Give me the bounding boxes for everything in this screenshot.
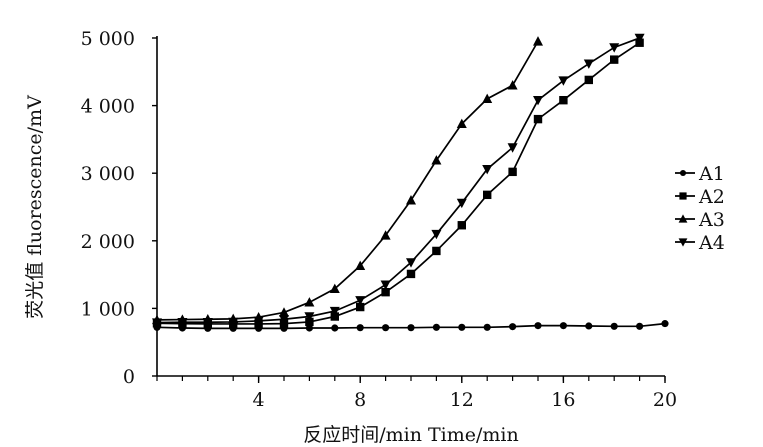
data-point-a4 [380, 280, 391, 290]
data-point-a2 [330, 312, 339, 321]
data-point-a1 [382, 324, 390, 332]
data-point-a1 [661, 320, 669, 328]
data-point-a2 [533, 114, 543, 124]
x-tick-label: 4 [253, 389, 265, 411]
y-tick-label: 2 000 [81, 231, 135, 253]
data-point-a1 [610, 322, 618, 330]
tick-labels: 0 1 000 2 000 3 000 4 000 5 000 4 8 12 16 20 [81, 28, 678, 411]
x-tick-label: 16 [551, 389, 575, 411]
data-point-a3 [431, 155, 442, 165]
legend-marker [678, 238, 688, 247]
data-point-a2 [432, 246, 441, 256]
data-point-a4 [279, 315, 289, 325]
x-tick-label: 8 [354, 389, 366, 411]
series-a3 [152, 36, 543, 325]
data-point-a2 [406, 269, 416, 279]
data-point-a1 [585, 322, 593, 330]
legend-label: A4 [698, 232, 725, 254]
legend-marker [679, 192, 687, 200]
y-tick-label: 5 000 [81, 28, 135, 50]
data-point-a2 [356, 302, 365, 312]
data-point-a4 [634, 33, 645, 44]
y-tick-label: 3 000 [81, 163, 135, 185]
data-point-a1 [559, 322, 567, 330]
tick-marks [152, 37, 666, 383]
legend-item-a3: A3 [675, 209, 725, 231]
data-point-a2 [457, 221, 466, 230]
data-point-a2 [305, 317, 314, 327]
data-point-a3 [482, 93, 493, 104]
data-point-a3 [533, 36, 543, 46]
legend-label: A2 [698, 186, 725, 208]
data-point-a4 [533, 95, 543, 106]
series-line-a2 [156, 42, 641, 325]
x-axis-label: 反应时间/min Time/min [303, 424, 519, 446]
x-tick-label: 12 [450, 389, 474, 411]
data-point-a4 [507, 143, 518, 153]
data-point-a1 [432, 323, 440, 331]
data-point-a3 [355, 260, 366, 271]
data-point-a4 [456, 198, 467, 209]
data-point-a1 [636, 322, 644, 330]
legend-marker [679, 169, 687, 177]
data-point-a2 [381, 287, 390, 297]
data-point-a2 [610, 55, 619, 64]
legend-item-a4: A4 [675, 232, 725, 254]
data-point-a4 [253, 316, 264, 327]
data-point-a1 [458, 323, 466, 331]
data-point-a4 [177, 318, 188, 328]
data-point-a2 [559, 95, 568, 105]
data-point-a3 [329, 283, 340, 293]
legend-item-a1: A1 [675, 163, 725, 185]
y-axis-label: 荧光值 fluorescence/mV [24, 95, 46, 319]
data-point-a4 [583, 59, 594, 69]
data-point-a1 [407, 324, 415, 332]
data-point-a3 [507, 80, 518, 90]
data-point-a3 [406, 195, 416, 205]
data-point-a1 [534, 322, 542, 330]
y-tick-label: 1 000 [81, 298, 135, 320]
data-point-a4 [609, 43, 620, 53]
x-tick-label: 20 [653, 389, 677, 411]
data-point-a4 [228, 317, 239, 328]
data-point-a1 [483, 323, 491, 331]
data-point-a1 [331, 324, 339, 332]
data-point-a4 [304, 312, 315, 322]
legend-label: A3 [698, 209, 725, 231]
data-point-a4 [482, 164, 493, 175]
data-point-a1 [305, 324, 313, 332]
legend-marker [678, 214, 688, 223]
y-tick-label: 0 [123, 366, 135, 388]
data-point-a1 [356, 324, 364, 332]
data-point-a3 [456, 118, 467, 129]
data-point-a3 [304, 297, 315, 307]
data-point-a3 [279, 307, 289, 317]
data-point-a4 [431, 229, 442, 240]
data-point-a2 [483, 190, 492, 200]
y-tick-label: 4 000 [81, 96, 135, 118]
legend-label: A1 [698, 163, 725, 185]
data-point-a4 [406, 258, 416, 268]
data-point-a1 [509, 323, 517, 331]
data-point-a3 [380, 230, 391, 240]
data-point-a4 [202, 318, 213, 328]
series-line-a4 [156, 37, 640, 324]
series-layer [152, 33, 669, 332]
data-point-a2 [584, 75, 593, 85]
series-a2 [152, 38, 644, 329]
data-point-a4 [355, 296, 366, 306]
series-a4 [152, 33, 645, 328]
data-point-a2 [508, 167, 517, 177]
data-point-a4 [329, 306, 340, 317]
series-line-a3 [156, 40, 539, 321]
data-point-a4 [152, 318, 162, 328]
legend-item-a2: A2 [675, 186, 725, 208]
data-point-a4 [558, 76, 569, 86]
